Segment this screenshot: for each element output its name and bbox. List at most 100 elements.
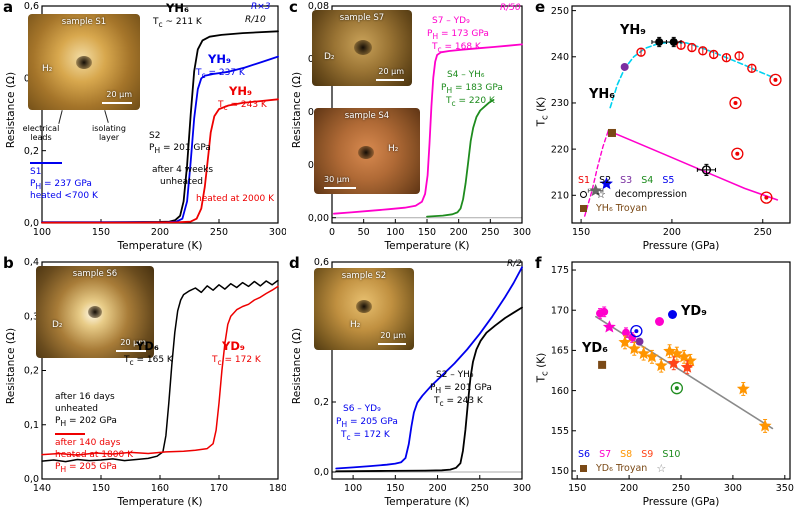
svg-text:150: 150 <box>572 227 590 238</box>
svg-text:100: 100 <box>386 227 404 238</box>
legend-s8: S8 <box>620 449 633 460</box>
photo-caption-s6: sample S6 <box>72 269 118 279</box>
legend-samples-yh: S1 S2 S3 S4 S5 <box>578 175 674 186</box>
legend-s10: S10 <box>662 449 681 460</box>
curve-label-yd6-tc: Tc = 165 K <box>124 355 173 367</box>
svg-text:150: 150 <box>551 466 569 477</box>
sample-cavity <box>88 306 102 318</box>
svg-text:175: 175 <box>551 265 569 276</box>
gas-label-h2: H₂ <box>388 144 399 154</box>
label-s1-pressure: PH = 237 GPa <box>30 179 92 191</box>
y-axis-title-a: Resistance (Ω) <box>5 71 17 149</box>
svg-text:0,08: 0,08 <box>308 1 329 12</box>
sample-photo-s2: sample S2 H₂ 20 μm <box>314 268 414 350</box>
label-s6-tc: Tc = 172 K <box>341 430 390 442</box>
label-s1-heated: heated <700 K <box>30 191 98 201</box>
curve-label-s2-yh9: S2 – YH₉ <box>436 370 474 380</box>
sample-photo-s1: sample S1 H₂ 20 μm <box>28 14 140 110</box>
svg-text:250: 250 <box>754 227 772 238</box>
sample-cavity <box>76 56 92 69</box>
scale-factor-blue: R×3 <box>251 2 271 12</box>
svg-text:350: 350 <box>776 483 794 494</box>
svg-text:100: 100 <box>344 483 362 494</box>
open-circle-icon <box>580 191 587 198</box>
svg-text:150: 150 <box>386 483 404 494</box>
legend-troyan-label: YD₆ Troyan <box>596 463 648 474</box>
svg-text:160: 160 <box>551 386 569 397</box>
sample-cavity <box>354 40 372 55</box>
scale-bar <box>378 343 406 345</box>
sample-cavity <box>356 300 372 313</box>
panel-letter-e: e <box>535 0 546 16</box>
scale-bar-label: 20 μm <box>380 331 406 340</box>
label-after-16-days: after 16 days <box>55 392 115 402</box>
legend-s9: S9 <box>641 449 654 460</box>
svg-text:0,2: 0,2 <box>24 366 39 377</box>
svg-text:0,0: 0,0 <box>314 467 329 478</box>
photo-caption-s2: sample S2 <box>341 271 387 281</box>
scale-factor-magenta: R/50 <box>500 3 521 13</box>
svg-text:240: 240 <box>551 52 569 63</box>
sample-cavity <box>358 146 374 159</box>
scale-bar-label: 20 μm <box>120 338 146 347</box>
label-heated-2000k: heated at 2000 K <box>196 194 274 204</box>
svg-text:300: 300 <box>269 227 286 238</box>
svg-text:200: 200 <box>663 227 681 238</box>
svg-text:0,0: 0,0 <box>24 474 39 485</box>
curve-label-s6-yd9: S6 – YD₉ <box>343 404 381 414</box>
svg-text:0,00: 0,00 <box>308 213 329 224</box>
panel-e: 150 200 250 210 220 230 240 250 e Tc (K) Pressu… <box>532 0 800 255</box>
svg-text:0,6: 0,6 <box>314 257 329 268</box>
chart-tc-pressure-yh: 150 200 250 210 220 230 240 250 <box>551 5 791 238</box>
label-s6-pressure: PH = 205 GPa <box>336 417 398 429</box>
label-unheated: unheated <box>160 177 203 187</box>
y-axis-title-c: Resistance (Ω) <box>291 71 303 149</box>
svg-text:0,0: 0,0 <box>24 218 39 229</box>
label-s1: S1 <box>30 167 42 177</box>
gas-label-h2: H₂ <box>42 64 53 74</box>
panel-letter-f: f <box>535 254 542 272</box>
svg-text:250: 250 <box>481 227 499 238</box>
panel-letter-b: b <box>3 254 14 272</box>
legend-s7: S7 <box>599 449 612 460</box>
legend-s5: S5 <box>662 175 675 186</box>
svg-text:150: 150 <box>418 227 436 238</box>
svg-text:250: 250 <box>672 483 690 494</box>
legend-line-s1 <box>30 162 62 164</box>
x-axis-title-c: Temperature (K) <box>384 240 470 252</box>
svg-text:100: 100 <box>33 227 51 238</box>
svg-text:0: 0 <box>329 227 335 238</box>
phase-label-yd6: YD₆ <box>582 341 608 356</box>
scale-bar <box>116 350 146 352</box>
scale-bar-label: 20 μm <box>106 90 132 99</box>
svg-text:0,2: 0,2 <box>24 146 39 157</box>
svg-text:140: 140 <box>33 483 51 494</box>
gas-label-h2: H₂ <box>350 320 361 330</box>
label-s7-tc: Tc = 168 K <box>432 42 481 54</box>
legend-troyan-yd6: YD₆ Troyan ☆ <box>580 463 666 474</box>
curve-label-yh6-tc: Tc ~ 211 K <box>153 17 202 29</box>
curve-label-s7-yd9: S7 – YD₉ <box>432 16 470 26</box>
label-s2-pressure: PH = 201 GPa <box>430 383 492 395</box>
curve-label-yd6: YD₆ <box>136 339 159 353</box>
legend-decompression: ☆ decompression <box>580 189 687 200</box>
x-axis-title-e: Pressure (GPa) <box>642 240 720 252</box>
curve-label-yh9-blue: YH₉ <box>208 52 231 66</box>
legend-s2: S2 <box>599 175 612 186</box>
svg-text:200: 200 <box>151 227 169 238</box>
curve-label-yd9-tc: Tc = 172 K <box>212 355 261 367</box>
svg-text:0,3: 0,3 <box>24 311 39 322</box>
scale-bar <box>376 79 404 81</box>
legend-decompression-label: decompression <box>614 189 687 200</box>
curve-label-yh9-red-tc: Tc = 243 K <box>218 100 267 112</box>
label-after-4-weeks: after 4 weeks <box>152 165 214 175</box>
label-electrical-leads: electrical leads <box>22 124 60 142</box>
sample-photo-s4: sample S4 H₂ 30 μm <box>314 108 420 194</box>
svg-text:300: 300 <box>513 227 531 238</box>
svg-text:170: 170 <box>551 305 569 316</box>
yd9-marker-magenta <box>655 317 664 326</box>
panel-letter-a: a <box>3 0 14 16</box>
panel-letter-d: d <box>289 254 300 272</box>
